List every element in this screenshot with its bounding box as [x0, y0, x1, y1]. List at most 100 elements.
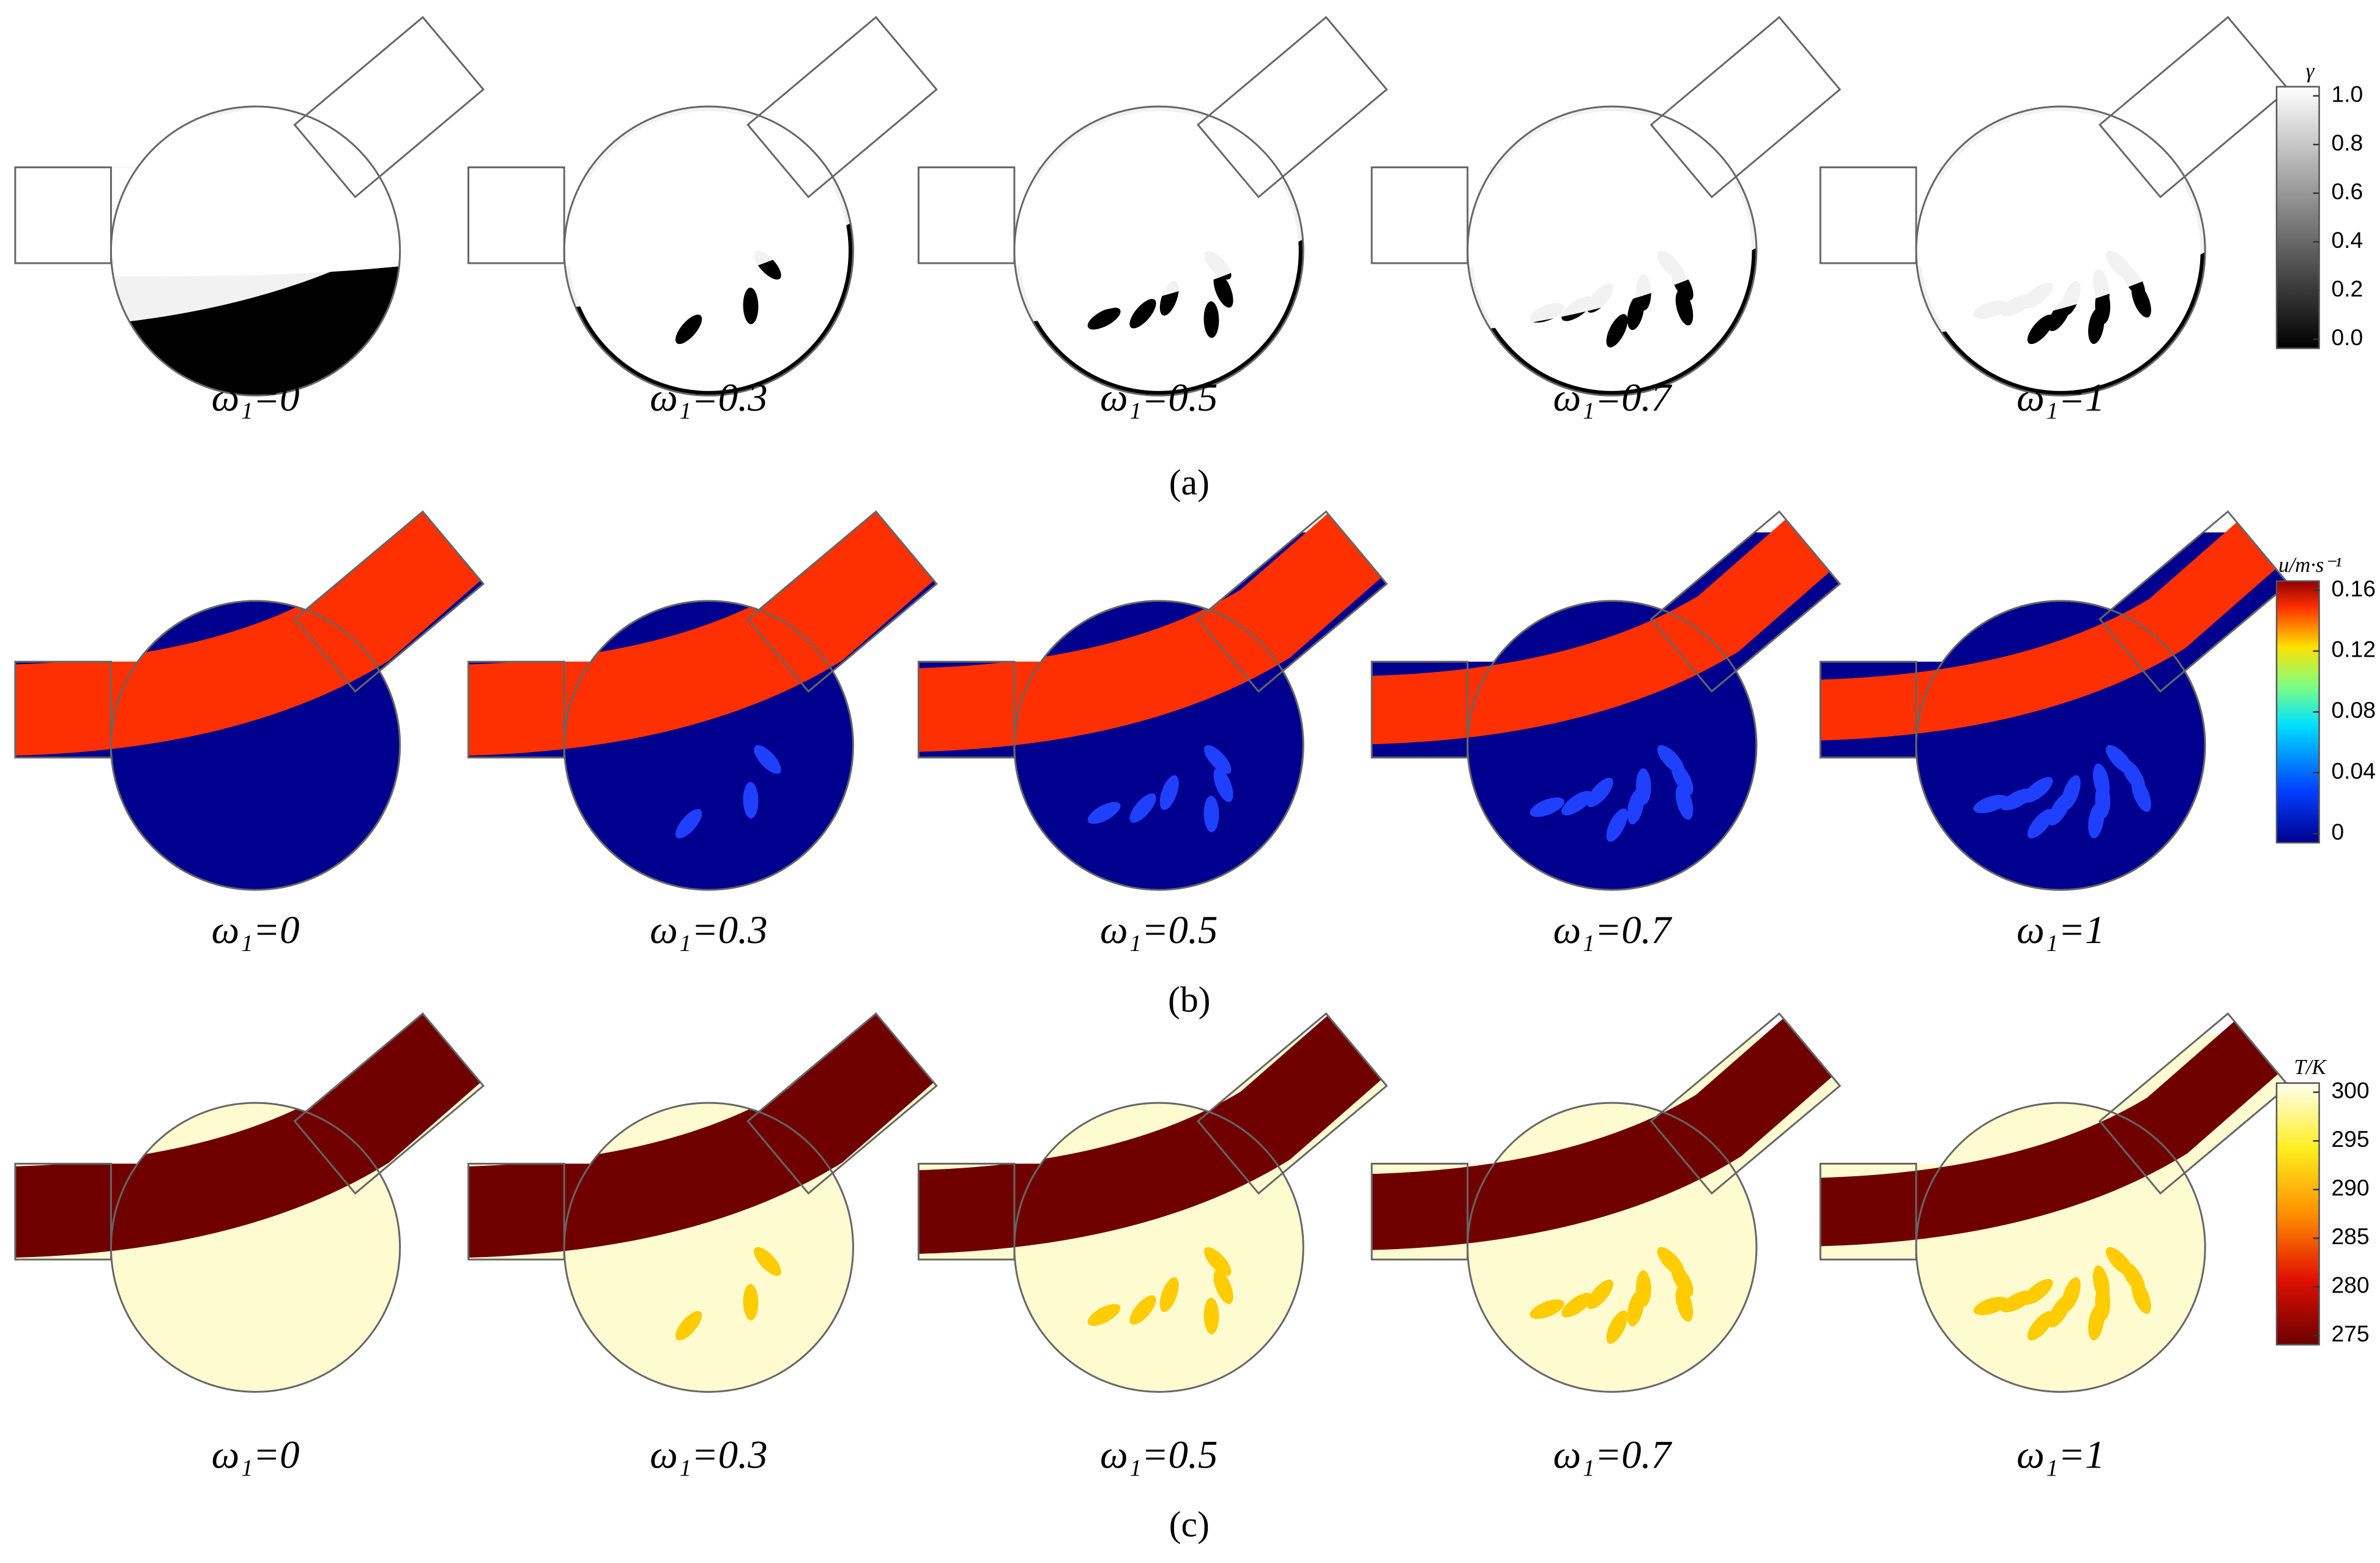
branch	[1203, 1297, 1219, 1335]
branch	[1203, 745, 1232, 774]
colorbar-tick-label: 0.2	[2331, 276, 2363, 302]
branch	[1213, 767, 1233, 802]
inlet-outline	[917, 166, 1016, 264]
branch	[754, 1247, 781, 1276]
outlet-outline	[746, 510, 938, 693]
branch	[1213, 1269, 1233, 1304]
branch	[743, 782, 759, 819]
panel-label: ω₁=0.7	[1553, 908, 1673, 952]
inlet-outline	[917, 1163, 1016, 1261]
colorbar-tick-label: 280	[2331, 1272, 2369, 1298]
inlet-outline	[14, 166, 112, 264]
branch	[1627, 788, 1645, 825]
branch	[2131, 1279, 2151, 1314]
panel	[1820, 1013, 2289, 1392]
colorbar-tick-label: 0.8	[2331, 130, 2363, 155]
outlet-outline	[293, 1012, 485, 1195]
outlet-outline	[746, 1012, 938, 1195]
branch	[1671, 762, 1694, 795]
branch	[1675, 1286, 1694, 1322]
branch	[1606, 1310, 1628, 1344]
panel-label: ω₁=1	[2017, 908, 2105, 952]
branch	[1627, 294, 1645, 330]
inlet-outline	[1819, 1163, 1917, 1261]
branch	[2088, 1304, 2105, 1341]
panel-label: ω₁=0	[212, 1433, 300, 1477]
branch	[1561, 1293, 1593, 1318]
branch	[1675, 784, 1694, 820]
outlet-outline	[1196, 16, 1388, 199]
panel	[918, 511, 1387, 890]
branch	[1159, 1277, 1179, 1312]
row-caption: (c)	[1169, 1504, 1210, 1544]
colorbar-tick-label: 0.08	[2331, 697, 2376, 723]
panel-label: ω₁=0.3	[650, 1433, 767, 1477]
colorbar-tick-label: 295	[2331, 1126, 2369, 1152]
branch	[1129, 1295, 1156, 1325]
flow-band	[468, 17, 937, 315]
flow-band	[918, 17, 1387, 330]
colorbar-tick-label: 0.12	[2331, 636, 2376, 662]
flow-band	[15, 1013, 484, 1258]
panel	[468, 511, 937, 890]
panel	[15, 511, 484, 890]
outlet-outline	[1196, 1012, 1388, 1195]
branch	[675, 808, 702, 838]
colorbar-title: γ	[2306, 59, 2315, 83]
outlet-outline	[2098, 16, 2290, 199]
outlet-outline	[293, 16, 485, 199]
branch	[2048, 1295, 2071, 1328]
panel	[468, 1013, 937, 1392]
flow-band	[1372, 17, 1840, 338]
outlet-outline	[1649, 16, 1842, 199]
flow-band	[468, 1013, 937, 1258]
branch	[1627, 1290, 1645, 1327]
row-caption: (b)	[1168, 979, 1211, 1020]
panel	[1820, 511, 2289, 890]
colorbar-tick-label: 0.16	[2331, 575, 2376, 601]
branch	[2131, 777, 2151, 812]
colorbar-tick-label: 290	[2331, 1175, 2369, 1201]
panel	[468, 17, 937, 396]
panel-label: ω₁=1	[2017, 375, 2105, 419]
branch	[2027, 315, 2054, 345]
panel-label: ω₁=0.3	[650, 908, 767, 952]
branch	[675, 315, 702, 345]
branch	[1129, 793, 1156, 823]
row-caption: (a)	[1169, 462, 1210, 502]
branch	[1159, 775, 1179, 810]
branch	[1203, 796, 1219, 832]
panel-label: ω₁=1	[2017, 1433, 2105, 1477]
inlet-outline	[1819, 166, 1917, 264]
branch	[743, 287, 759, 324]
panel	[918, 17, 1387, 396]
branch	[1203, 301, 1219, 338]
colorbar-tick-label: 0.0	[2331, 324, 2363, 350]
branch	[1213, 273, 1233, 308]
flow-band	[1372, 511, 1840, 745]
flow-band	[1820, 1013, 2289, 1247]
colorbar-tick-label: 275	[2331, 1321, 2369, 1346]
panel-label: ω₁=0.5	[1100, 908, 1218, 952]
branch	[1530, 1299, 1564, 1319]
branch	[1087, 307, 1121, 330]
branch	[1530, 797, 1564, 817]
panel-label: ω₁=0.5	[1100, 1433, 1218, 1477]
colorbar-tick-label: 285	[2331, 1223, 2369, 1249]
colorbar	[2275, 580, 2320, 844]
panel	[918, 1013, 1387, 1392]
branch	[1671, 1264, 1694, 1297]
branch	[1203, 1247, 1232, 1276]
branch	[2000, 788, 2034, 811]
branch	[1973, 1297, 2009, 1316]
outlet-outline	[1649, 510, 1842, 693]
branch	[1606, 808, 1628, 842]
panel	[1372, 1013, 1840, 1392]
branch	[2088, 308, 2105, 345]
colorbar-tick-label: 300	[2331, 1078, 2369, 1103]
inlet-outline	[467, 1163, 565, 1261]
inlet-outline	[467, 660, 565, 759]
panel	[1820, 17, 2289, 396]
branch	[2000, 1290, 2034, 1313]
branch	[1675, 289, 1694, 326]
